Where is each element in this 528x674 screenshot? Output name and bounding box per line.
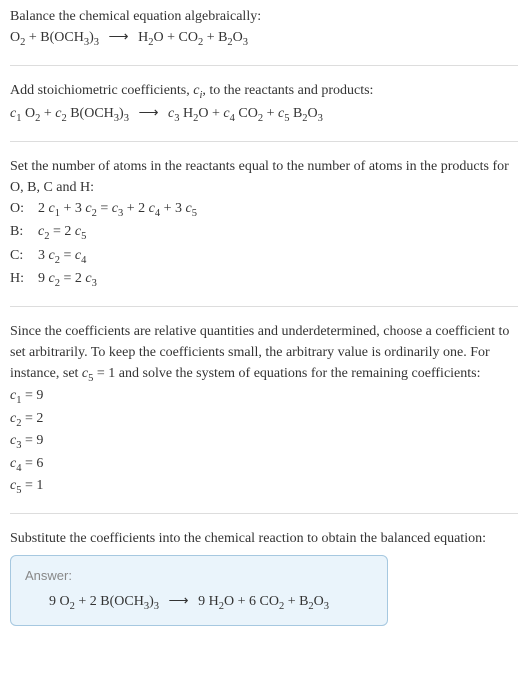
element-equation: 9 c2 = 2 c3	[38, 268, 518, 292]
coefficient-line: c5 = 1	[10, 476, 518, 498]
table-row: B: c2 = 2 c5	[10, 221, 518, 245]
coefficient-line: c3 = 9	[10, 431, 518, 453]
solve-text: Since the coefficients are relative quan…	[10, 321, 518, 387]
balanced-equation: 9 O2 + 2 B(OCH3)3 ⟶ 9 H2O + 6 CO2 + B2O3	[25, 591, 373, 615]
element-label: O:	[10, 198, 38, 222]
section-balance-intro: Balance the chemical equation algebraica…	[10, 6, 518, 51]
answer-box: Answer: 9 O2 + 2 B(OCH3)3 ⟶ 9 H2O + 6 CO…	[10, 555, 388, 626]
section-solve: Since the coefficients are relative quan…	[10, 321, 518, 499]
table-row: C: 3 c2 = c4	[10, 245, 518, 269]
stoich-text: Add stoichiometric coefficients, ci, to …	[10, 80, 518, 104]
divider	[10, 306, 518, 307]
substitute-text: Substitute the coefficients into the che…	[10, 528, 518, 549]
element-equation: 2 c1 + 3 c2 = c3 + 2 c4 + 3 c5	[38, 198, 518, 222]
element-label: C:	[10, 245, 38, 269]
table-row: O: 2 c1 + 3 c2 = c3 + 2 c4 + 3 c5	[10, 198, 518, 222]
section-substitute: Substitute the coefficients into the che…	[10, 528, 518, 549]
element-equation: c2 = 2 c5	[38, 221, 518, 245]
coefficient-line: c1 = 9	[10, 386, 518, 408]
coefficient-line: c2 = 2	[10, 409, 518, 431]
intro-text: Balance the chemical equation algebraica…	[10, 6, 518, 27]
atoms-table: O: 2 c1 + 3 c2 = c3 + 2 c4 + 3 c5 B: c2 …	[10, 198, 518, 292]
element-equation: 3 c2 = c4	[38, 245, 518, 269]
section-atoms: Set the number of atoms in the reactants…	[10, 156, 518, 292]
coefficient-line: c4 = 6	[10, 454, 518, 476]
divider	[10, 65, 518, 66]
atoms-text: Set the number of atoms in the reactants…	[10, 156, 518, 198]
element-label: B:	[10, 221, 38, 245]
stoich-equation: c1 O2 + c2 B(OCH3)3 ⟶ c3 H2O + c4 CO2 + …	[10, 103, 518, 127]
unbalanced-equation: O2 + B(OCH3)3 ⟶ H2O + CO2 + B2O3	[10, 27, 518, 51]
answer-label: Answer:	[25, 566, 373, 586]
table-row: H: 9 c2 = 2 c3	[10, 268, 518, 292]
section-stoich: Add stoichiometric coefficients, ci, to …	[10, 80, 518, 127]
element-label: H:	[10, 268, 38, 292]
divider	[10, 141, 518, 142]
divider	[10, 513, 518, 514]
